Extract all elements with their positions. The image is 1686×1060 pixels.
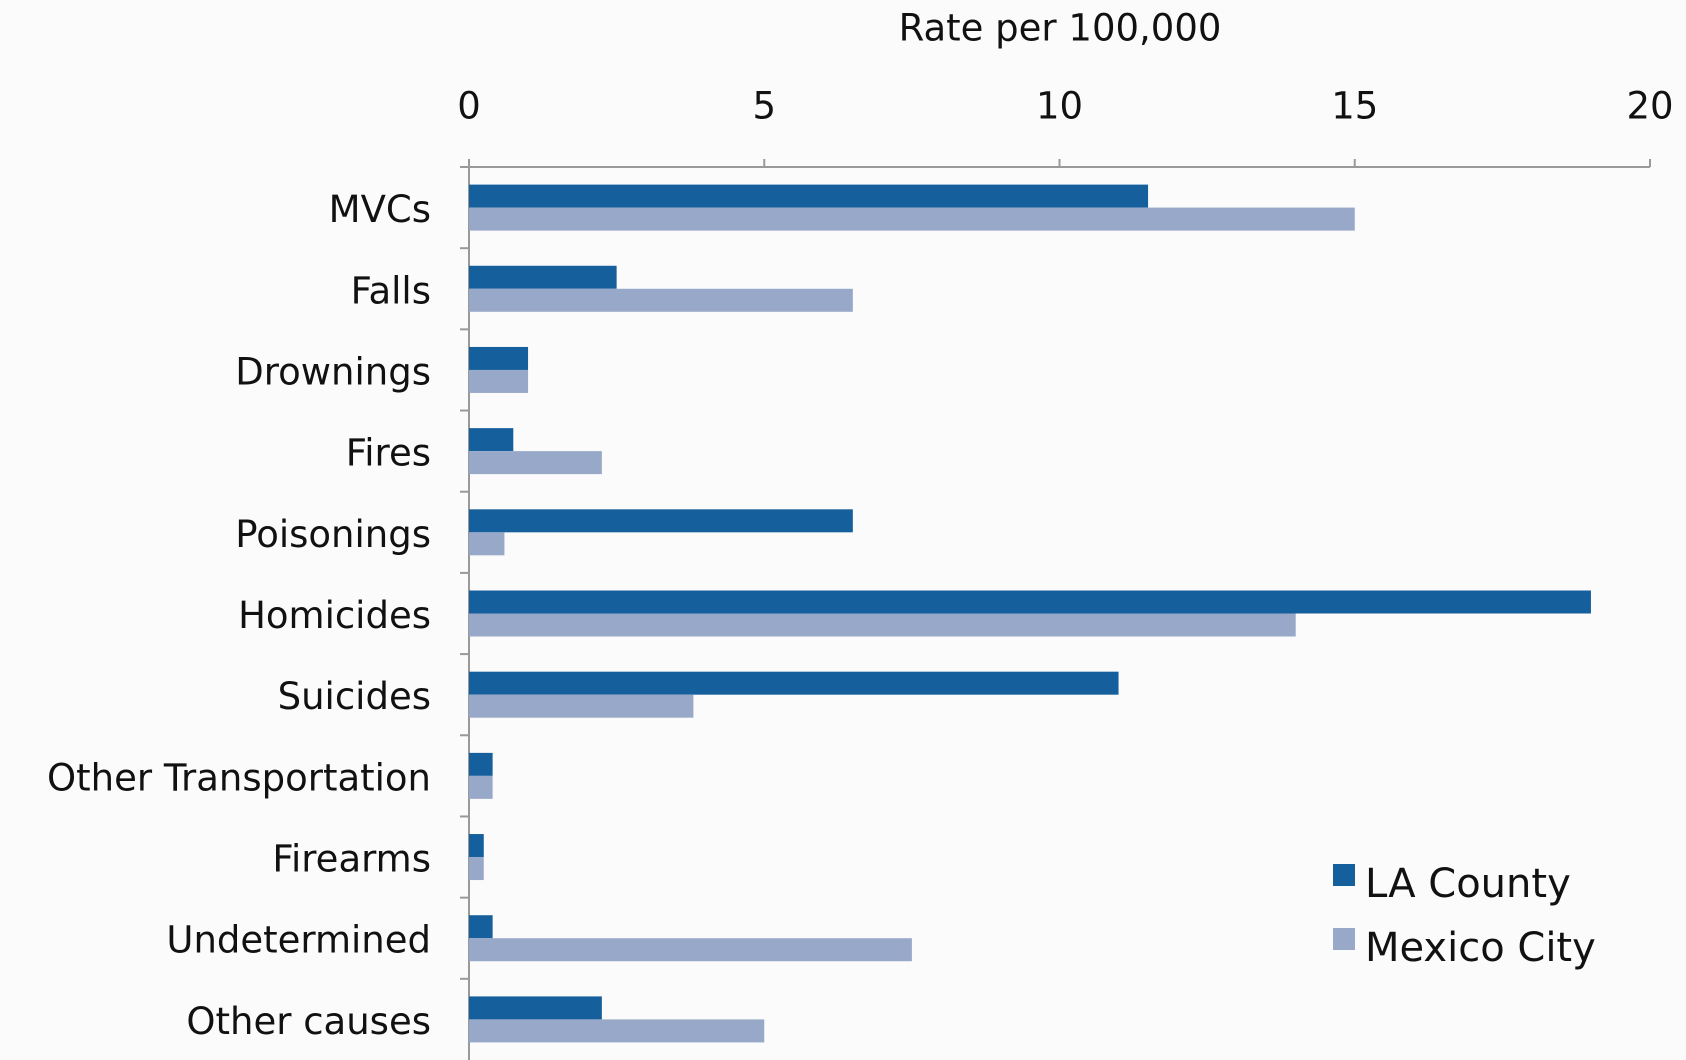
x-tick-label: 15	[1331, 85, 1378, 128]
bar	[469, 752, 493, 776]
y-tick-label: Drownings	[235, 350, 431, 393]
bar	[469, 694, 694, 718]
bar	[469, 369, 529, 393]
bar	[469, 288, 853, 312]
x-axis-title: Rate per 100,000	[899, 7, 1222, 50]
y-tick-label: MVCs	[329, 188, 431, 231]
legend-swatch	[1333, 928, 1355, 950]
y-tick-label: Fires	[346, 432, 431, 475]
bar	[469, 451, 602, 475]
bar	[469, 775, 493, 799]
x-tick-label: 20	[1626, 85, 1673, 128]
bar	[469, 671, 1119, 695]
y-tick-label: Firearms	[272, 838, 431, 881]
bar	[469, 346, 529, 370]
bar	[469, 613, 1296, 637]
bar	[469, 184, 1149, 208]
bar	[469, 207, 1355, 231]
bar	[469, 996, 602, 1020]
y-tick-label: Undetermined	[166, 919, 431, 962]
y-tick-label: Homicides	[238, 594, 431, 637]
bar	[469, 532, 505, 556]
y-tick-label: Falls	[351, 269, 431, 312]
x-tick-label: 5	[752, 85, 776, 128]
bar	[469, 590, 1591, 614]
bar	[469, 834, 484, 858]
bar	[469, 1019, 765, 1043]
bar	[469, 857, 484, 881]
legend-label: LA County	[1365, 861, 1571, 907]
y-tick-label: Other Transportation	[47, 756, 431, 799]
y-tick-label: Suicides	[278, 675, 431, 718]
bar	[469, 915, 493, 939]
y-tick-label: Poisonings	[235, 513, 431, 556]
bar	[469, 938, 912, 962]
x-tick-label: 10	[1036, 85, 1083, 128]
x-tick-label: 0	[457, 85, 481, 128]
bar	[469, 265, 617, 289]
bar	[469, 509, 853, 533]
legend-swatch	[1333, 864, 1355, 886]
legend-label: Mexico City	[1365, 925, 1596, 971]
y-tick-label: Other causes	[186, 1000, 431, 1043]
bar	[469, 428, 514, 452]
